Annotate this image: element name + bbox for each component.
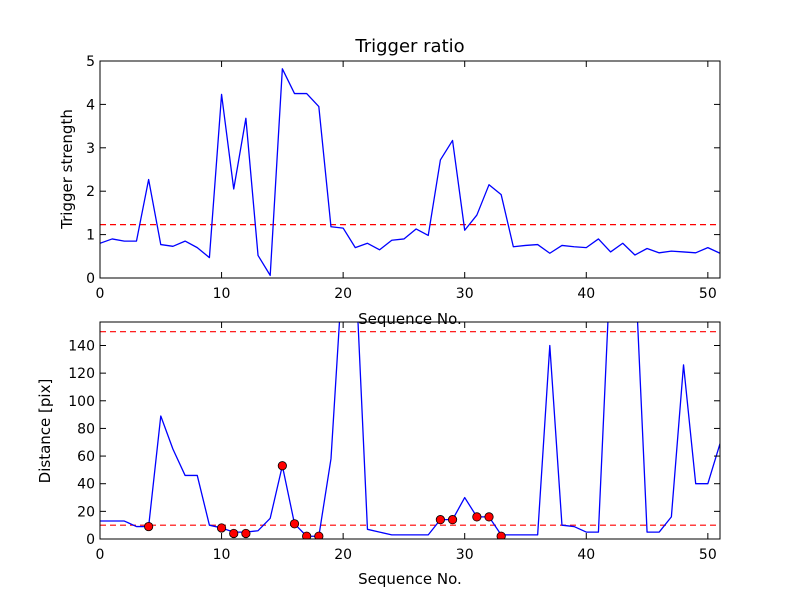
x-tick-label: 30 xyxy=(456,547,474,563)
y-tick-label: 20 xyxy=(77,504,95,520)
plot-area xyxy=(100,322,720,539)
x-tick-label: 20 xyxy=(334,547,352,563)
y-tick-label: 140 xyxy=(68,338,95,354)
x-tick-label: 40 xyxy=(577,286,595,302)
y-axis-label: Trigger strength xyxy=(58,109,76,230)
data-marker xyxy=(496,531,506,539)
y-tick-label: 3 xyxy=(86,141,95,157)
x-tick-label: 10 xyxy=(213,286,231,302)
y-tick-label: 5 xyxy=(86,54,95,70)
x-axis-label: Sequence No. xyxy=(358,570,462,588)
x-tick-label: 0 xyxy=(96,286,105,302)
data-marker xyxy=(277,461,287,471)
y-tick-label: 2 xyxy=(86,184,95,200)
axes-frame xyxy=(99,60,721,279)
data-marker xyxy=(216,523,227,533)
x-tick-label: 0 xyxy=(96,547,105,563)
x-tick-label: 40 xyxy=(577,547,595,563)
distance-panel: Sequence No. Distance [pix] 0 10 20 30 40 50 0… xyxy=(36,321,721,588)
data-marker xyxy=(302,531,312,539)
data-marker xyxy=(484,512,494,522)
plot-area xyxy=(100,68,720,277)
y-tick-label: 0 xyxy=(86,532,95,548)
series-line xyxy=(100,68,720,277)
data-marker xyxy=(241,528,251,539)
x-tick-label: 10 xyxy=(213,547,231,563)
data-marker xyxy=(289,519,300,529)
y-tick-label: 1 xyxy=(86,228,95,244)
y-tick-label: 60 xyxy=(77,449,95,465)
data-marker xyxy=(144,521,154,532)
data-marker xyxy=(447,515,458,525)
axes-frame xyxy=(99,321,721,540)
data-marker xyxy=(229,528,239,539)
y-tick-label: 80 xyxy=(77,421,95,437)
data-marker xyxy=(314,531,324,539)
chart-title: Trigger ratio xyxy=(354,36,464,57)
y-tick-label: 100 xyxy=(68,394,95,410)
x-tick-label: 20 xyxy=(334,286,352,302)
data-marker xyxy=(435,515,445,525)
y-tick-label: 40 xyxy=(77,477,95,493)
x-tick-label: 30 xyxy=(456,286,474,302)
y-tick-label: 0 xyxy=(86,271,95,287)
x-tick-label: 50 xyxy=(699,547,717,563)
trigger-ratio-panel: Trigger ratio Sequence No. Trigger stren… xyxy=(58,36,721,328)
x-axis-label: Sequence No. xyxy=(358,310,462,328)
y-axis-label: Distance [pix] xyxy=(36,379,54,484)
x-tick-label: 50 xyxy=(699,286,717,302)
data-marker xyxy=(472,512,482,522)
y-tick-label: 4 xyxy=(86,97,95,113)
series-line xyxy=(100,322,720,537)
y-tick-label: 120 xyxy=(68,366,95,382)
